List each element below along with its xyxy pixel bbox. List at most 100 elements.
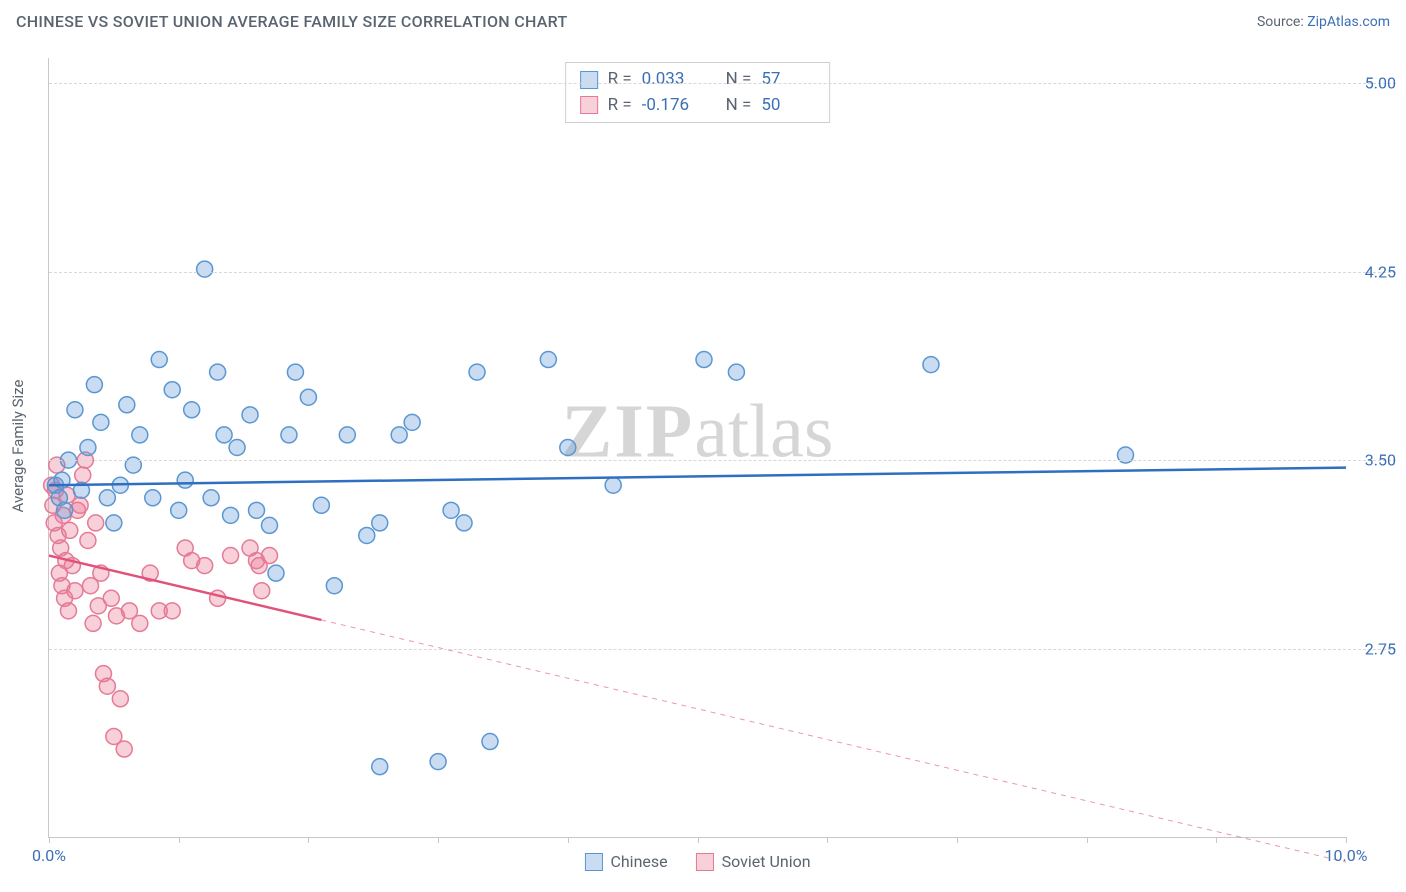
scatter-point (93, 414, 109, 430)
scatter-point (151, 352, 167, 368)
scatter-point (210, 364, 226, 380)
scatter-point (164, 603, 180, 619)
scatter-point (80, 440, 96, 456)
scatter-point (249, 553, 265, 569)
x-tick (1216, 837, 1217, 843)
swatch-chinese (580, 71, 598, 89)
scatter-point (99, 678, 115, 694)
swatch-chinese (584, 853, 602, 871)
stat-n-value: 57 (761, 67, 815, 93)
stats-legend-box: R = 0.033 N = 57 R = -0.176 N = 50 (565, 62, 831, 123)
swatch-soviet (580, 96, 598, 114)
scatter-point (372, 515, 388, 531)
scatter-point (540, 352, 556, 368)
scatter-point (359, 527, 375, 543)
scatter-point (86, 377, 102, 393)
scatter-point (116, 741, 132, 757)
x-tick (568, 837, 569, 843)
scatter-point (112, 691, 128, 707)
grid-line (49, 460, 1396, 461)
scatter-point (216, 427, 232, 443)
scatter-point (145, 490, 161, 506)
stat-r-label: R = (608, 93, 632, 119)
scatter-point (560, 440, 576, 456)
x-tick (308, 837, 309, 843)
scatter-point (171, 502, 187, 518)
y-tick-label: 5.00 (1365, 74, 1396, 93)
x-tick (957, 837, 958, 843)
scatter-point (177, 472, 193, 488)
scatter-point (60, 603, 76, 619)
scatter-point (482, 734, 498, 750)
scatter-point (67, 402, 83, 418)
scatter-point (164, 382, 180, 398)
chart-header: CHINESE VS SOVIET UNION AVERAGE FAMILY S… (0, 0, 1406, 39)
legend-label: Chinese (610, 852, 667, 871)
scatter-point (923, 357, 939, 373)
x-tick-label: 10.0% (1325, 846, 1368, 865)
grid-line (49, 649, 1396, 650)
x-tick (438, 837, 439, 843)
scatter-point (281, 427, 297, 443)
scatter-point (313, 497, 329, 513)
scatter-point (469, 364, 485, 380)
legend-item-chinese: Chinese (584, 852, 667, 871)
scatter-point (210, 590, 226, 606)
x-tick-label: 0.0% (32, 846, 66, 865)
scatter-point (72, 497, 88, 513)
scatter-point (254, 583, 270, 599)
x-tick (698, 837, 699, 843)
scatter-point (57, 502, 73, 518)
scatter-point (80, 532, 96, 548)
scatter-point (85, 615, 101, 631)
chart-title: CHINESE VS SOVIET UNION AVERAGE FAMILY S… (16, 12, 568, 31)
scatter-point (103, 590, 119, 606)
trend-line (49, 468, 1346, 486)
scatter-point (300, 389, 316, 405)
scatter-point (223, 548, 239, 564)
scatter-point (404, 414, 420, 430)
stat-n-value: 50 (761, 93, 815, 119)
stat-n-label: N = (726, 67, 752, 93)
stat-r-value: 0.033 (642, 67, 696, 93)
y-tick-label: 3.50 (1365, 451, 1396, 470)
scatter-point (106, 515, 122, 531)
trend-line-extrapolated (321, 620, 1346, 862)
grid-line (49, 83, 1396, 84)
scatter-point (261, 517, 277, 533)
scatter-point (456, 515, 472, 531)
scatter-point (242, 407, 258, 423)
x-tick (49, 837, 50, 843)
scatter-point (339, 427, 355, 443)
scatter-point (132, 427, 148, 443)
legend-label: Soviet Union (722, 852, 811, 871)
scatter-point (197, 261, 213, 277)
scatter-point (88, 515, 104, 531)
scatter-point (391, 427, 407, 443)
scatter-point (132, 615, 148, 631)
scatter-point (223, 507, 239, 523)
source-label: Source: (1257, 14, 1307, 30)
x-tick (179, 837, 180, 843)
source-link[interactable]: ZipAtlas.com (1307, 14, 1390, 30)
scatter-point (287, 364, 303, 380)
scatter-point (67, 583, 83, 599)
stat-r-value: -0.176 (642, 93, 696, 119)
scatter-point (119, 397, 135, 413)
y-tick-label: 2.75 (1365, 639, 1396, 658)
scatter-point (372, 759, 388, 775)
x-tick (827, 837, 828, 843)
scatter-point (184, 402, 200, 418)
grid-line (49, 272, 1396, 273)
scatter-point (197, 558, 213, 574)
scatter-point (75, 467, 91, 483)
scatter-point (430, 754, 446, 770)
stat-r-label: R = (608, 67, 632, 93)
scatter-point (99, 490, 115, 506)
stat-n-label: N = (726, 93, 752, 119)
scatter-point (443, 502, 459, 518)
chart-source: Source: ZipAtlas.com (1257, 14, 1390, 30)
scatter-point (605, 477, 621, 493)
chart-svg (49, 58, 1346, 837)
scatter-point (696, 352, 712, 368)
